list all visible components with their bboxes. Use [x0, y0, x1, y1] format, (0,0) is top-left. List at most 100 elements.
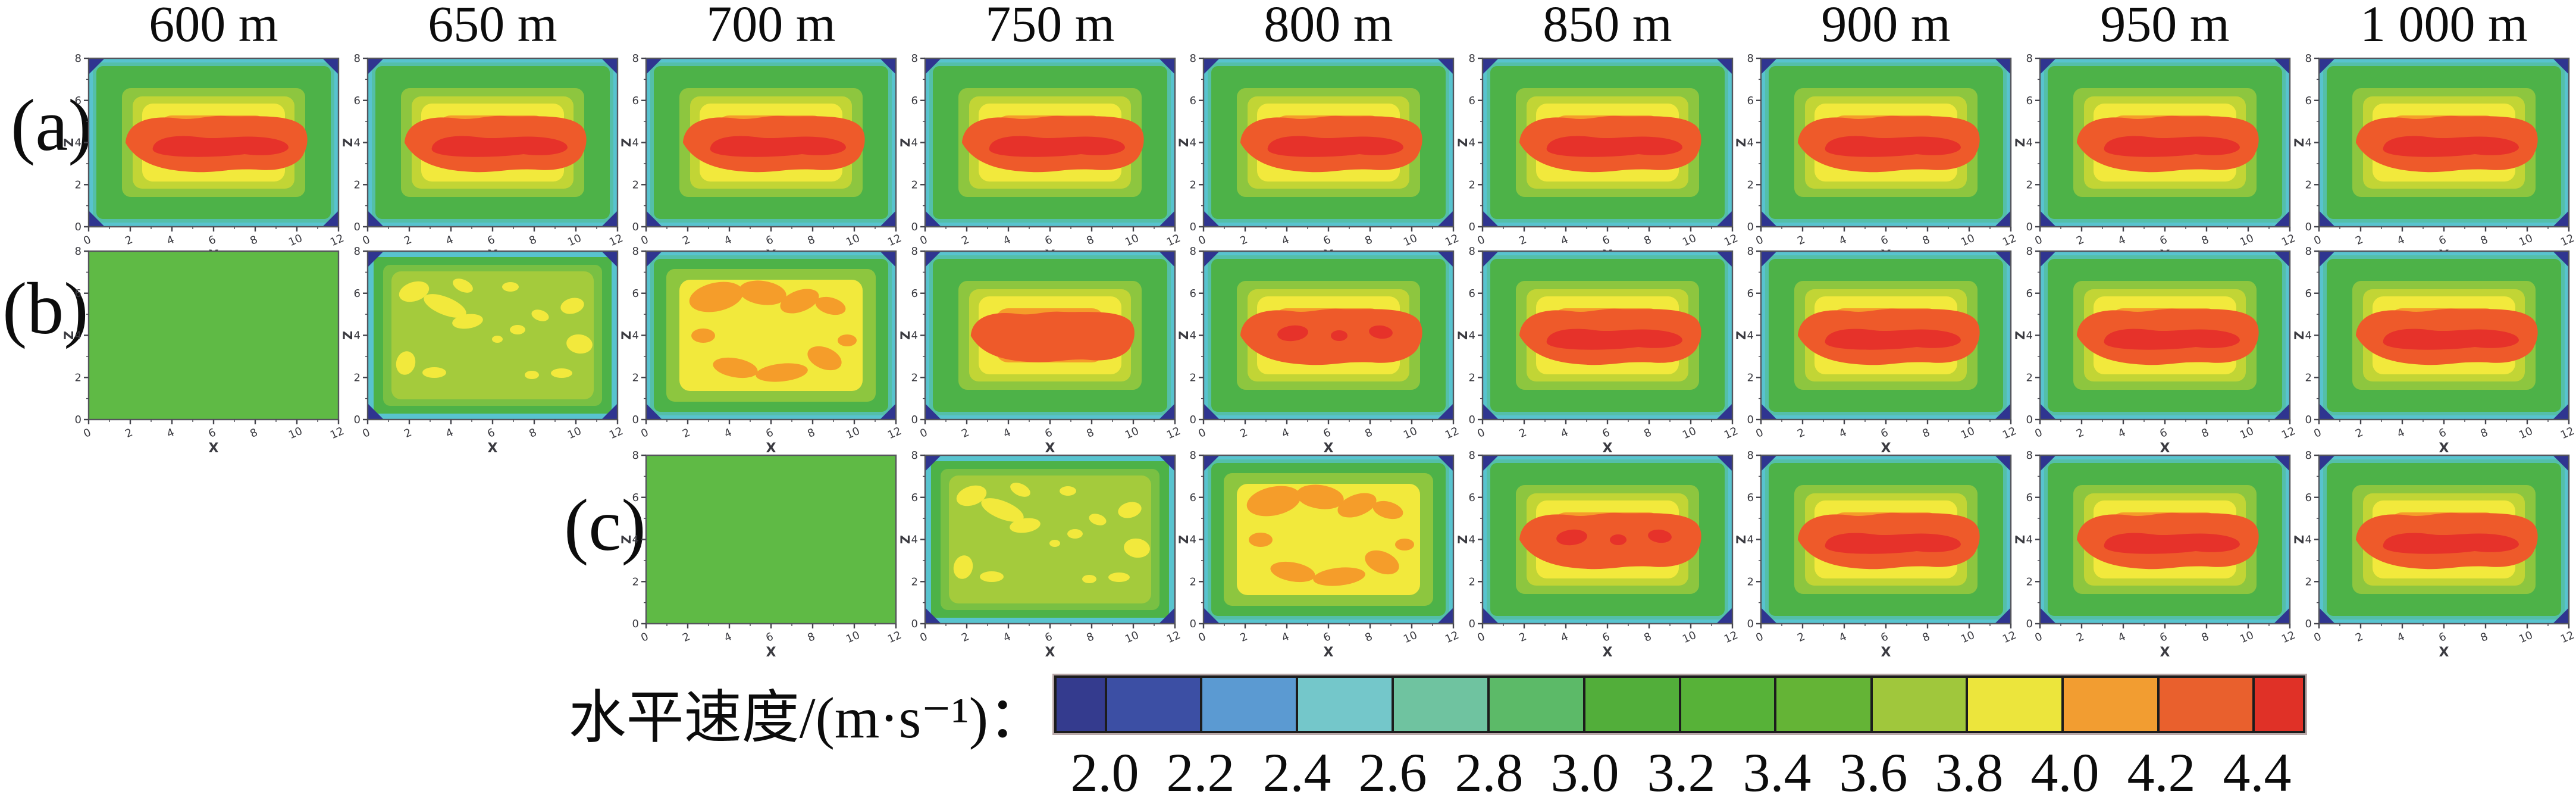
- y-tick-label: 2: [2305, 575, 2312, 588]
- y-tick-label: 4: [632, 137, 639, 149]
- x-tick-label: 4: [444, 426, 455, 440]
- x-tick-label: 0: [1196, 426, 1208, 440]
- x-axis-label: X: [1881, 645, 1891, 658]
- x-tick-label: 10: [2517, 425, 2534, 442]
- y-tick-label: 8: [75, 52, 82, 65]
- x-tick-label: 6: [1043, 630, 1054, 645]
- x-tick-label: 4: [1559, 630, 1570, 645]
- column-title-700m: 700 m: [706, 0, 836, 52]
- colorbar-label: 水平速度/(m·s⁻¹)：: [568, 686, 1046, 750]
- x-tick-label: 2: [681, 426, 692, 440]
- y-tick-label: 0: [354, 414, 361, 426]
- x-tick-label: 6: [1879, 630, 1890, 645]
- y-tick-label: 8: [2026, 52, 2033, 65]
- y-tick-label: 8: [1190, 52, 1196, 65]
- y-tick-label: 0: [2026, 221, 2033, 233]
- y-axis-label: Z: [62, 331, 76, 340]
- y-tick-label: 4: [632, 330, 639, 342]
- y-axis-label: Z: [2013, 331, 2027, 340]
- y-tick-label: 2: [911, 179, 918, 191]
- x-tick-label: 0: [1754, 426, 1765, 440]
- x-tick-label: 0: [1196, 630, 1208, 645]
- x-tick-label: 8: [2478, 630, 2490, 645]
- x-tick-label: 6: [2437, 426, 2448, 440]
- y-axis-label: Z: [2013, 535, 2027, 544]
- y-axis-label: Z: [898, 331, 913, 340]
- y-tick-label: 8: [1190, 245, 1196, 258]
- x-tick-label: 8: [1642, 426, 1653, 440]
- y-tick-label: 2: [2305, 371, 2312, 384]
- x-tick-label: 10: [1959, 425, 1976, 442]
- y-tick-label: 4: [1469, 137, 1475, 149]
- y-tick-label: 4: [2026, 137, 2033, 149]
- y-tick-label: 0: [1190, 414, 1196, 426]
- y-tick-label: 2: [1747, 371, 1754, 384]
- contour-plot-b-800m: 0 2 4 6 8 0 2 4 6 8 10 12 Z X: [1174, 245, 1466, 453]
- colorbar-tick-3.0: 3.0: [1550, 742, 1619, 803]
- y-axis-label: Z: [1734, 138, 1748, 147]
- y-tick-label: 6: [1747, 95, 1754, 107]
- y-axis-label: Z: [619, 331, 634, 340]
- contour-plot-c-1000m: 0 2 4 6 8 0 2 4 6 8 10 12 Z X: [2290, 449, 2576, 658]
- contour-plot-b-750m: 0 2 4 6 8 0 2 4 6 8 10 12 Z X: [896, 245, 1187, 453]
- y-axis-label: Z: [619, 535, 634, 544]
- x-tick-label: 8: [806, 630, 817, 645]
- x-tick-label: 10: [287, 425, 304, 442]
- y-tick-label: 6: [1190, 95, 1196, 107]
- column-title-850m: 850 m: [1543, 0, 1672, 52]
- x-tick-label: 4: [2116, 426, 2127, 440]
- x-tick-label: 10: [1123, 425, 1140, 442]
- x-tick-label: 4: [2395, 630, 2406, 645]
- y-tick-label: 2: [1469, 575, 1475, 588]
- y-tick-label: 4: [75, 330, 82, 342]
- colorbar-tick-4.2: 4.2: [2127, 742, 2196, 803]
- x-tick-label: 0: [82, 426, 93, 440]
- x-tick-label: 4: [165, 426, 176, 440]
- x-tick-label: 10: [1123, 629, 1140, 646]
- contour-plot-b-1000m: 0 2 4 6 8 0 2 4 6 8 10 12 Z X: [2290, 245, 2576, 453]
- x-tick-label: 0: [918, 426, 929, 440]
- colorbar: [1052, 674, 2307, 735]
- x-tick-label: 2: [402, 426, 413, 440]
- contour-plot-c-850m: 0 2 4 6 8 0 2 4 6 8 10 12 Z X: [1453, 449, 1745, 658]
- y-tick-label: 4: [911, 137, 918, 149]
- y-tick-label: 0: [2305, 618, 2312, 630]
- x-tick-label: 6: [2158, 426, 2169, 440]
- colorbar-segment-7: [1585, 678, 1682, 731]
- y-tick-label: 4: [75, 137, 82, 149]
- colorbar-tick-4.4: 4.4: [2223, 742, 2292, 803]
- y-tick-label: 4: [1469, 330, 1475, 342]
- x-tick-label: 8: [2199, 630, 2211, 645]
- x-tick-label: 10: [2238, 425, 2255, 442]
- x-tick-label: 6: [206, 426, 218, 440]
- y-tick-label: 0: [911, 618, 918, 630]
- y-tick-label: 4: [911, 534, 918, 546]
- contour-plot-c-750m: 0 2 4 6 8 0 2 4 6 8 10 12 Z X: [896, 449, 1187, 658]
- y-tick-label: 6: [75, 287, 82, 300]
- colorbar-tick-3.2: 3.2: [1647, 742, 1716, 803]
- x-axis-label: X: [766, 441, 776, 453]
- y-tick-label: 4: [2305, 534, 2312, 546]
- y-axis-label: Z: [898, 535, 913, 544]
- y-axis-label: Z: [1734, 535, 1748, 544]
- x-tick-label: 2: [1795, 630, 1807, 645]
- x-tick-label: 8: [248, 426, 259, 440]
- colorbar-segment-14: [2255, 678, 2304, 731]
- y-tick-label: 6: [911, 492, 918, 504]
- x-axis-label: X: [1045, 645, 1055, 658]
- y-tick-label: 8: [2026, 449, 2033, 462]
- x-axis-label: X: [1045, 441, 1055, 453]
- x-axis-label: X: [488, 441, 498, 453]
- y-tick-label: 2: [1190, 371, 1196, 384]
- x-axis-label: X: [2439, 441, 2449, 453]
